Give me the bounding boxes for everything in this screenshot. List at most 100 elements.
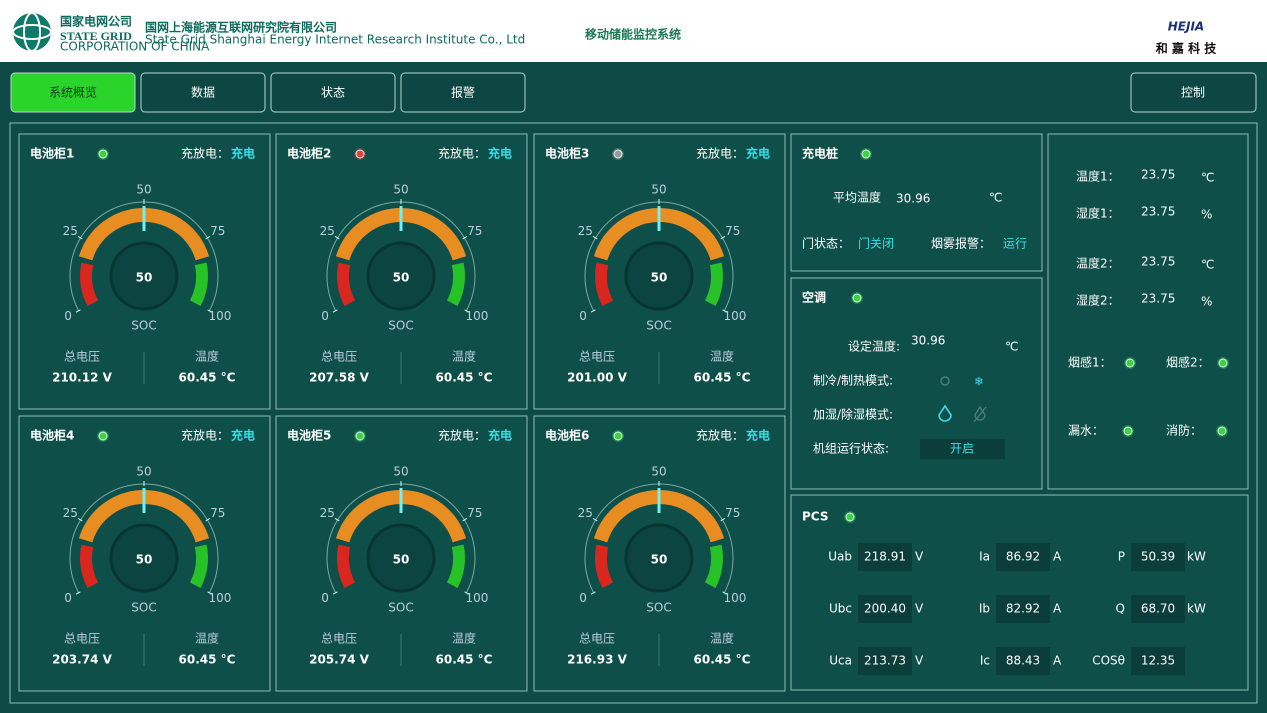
alarm-label: 消防： — [1166, 423, 1202, 438]
pcs-box — [996, 647, 1050, 675]
pcs-unit: kW — [1187, 602, 1206, 616]
cool-icon: ❄ — [974, 375, 984, 389]
gauge-tick — [722, 591, 728, 595]
alarm-label: 烟感1： — [1068, 355, 1112, 370]
institute-cn: 国网上海能源互联网研究院有限公司 — [145, 20, 337, 35]
reading-unit: ℃ — [1201, 258, 1214, 272]
control-button[interactable] — [1130, 72, 1257, 113]
pcs-label: Ib — [979, 602, 990, 616]
mode-value: 充电 — [231, 428, 255, 443]
mode-label: 充放电： — [181, 146, 229, 161]
reading-value: 23.75 — [1141, 205, 1175, 219]
nav-tab[interactable] — [140, 72, 266, 113]
nav-tab[interactable] — [270, 72, 396, 113]
gauge-tick-label: 0 — [579, 309, 587, 323]
gauge-green — [446, 544, 465, 589]
gauge-green — [189, 262, 208, 307]
mode-label: 充放电： — [696, 146, 744, 161]
pcs-unit: V — [915, 602, 924, 616]
cabinet-name: 电池柜2 — [287, 146, 331, 161]
gauge-tick-label: 100 — [465, 591, 488, 605]
soc-value: 50 — [651, 271, 668, 285]
gauge-tick — [207, 309, 213, 313]
gauge-tick-label: 100 — [465, 309, 488, 323]
nav-tab[interactable] — [400, 72, 526, 113]
gauge-tick-label: 50 — [651, 183, 666, 197]
status-dot — [613, 431, 623, 441]
soc-value: 50 — [136, 553, 153, 567]
cabinet-name: 电池柜6 — [545, 428, 589, 443]
gauge-tick-label: 50 — [393, 465, 408, 479]
gauge-tick-label: 50 — [393, 183, 408, 197]
main-frame — [9, 122, 1258, 704]
dehumid-icon — [973, 405, 987, 423]
temp-value: 60.45 °C — [436, 653, 493, 667]
gauge-core — [366, 241, 436, 311]
gauge-tick — [720, 235, 726, 240]
gauge-tick — [590, 309, 596, 313]
soc-label: SOC — [131, 601, 156, 615]
reading-label: 湿度2： — [1076, 293, 1120, 308]
nav-tab[interactable] — [10, 72, 136, 113]
temp-value: 60.45 °C — [694, 653, 751, 667]
gauge-tick — [592, 235, 598, 240]
gauge-tick — [207, 591, 213, 595]
gauge-green — [704, 262, 723, 307]
logo-cn: 国家电网公司 — [60, 14, 132, 29]
voltage-value: 201.00 V — [567, 371, 627, 385]
status-dot — [98, 149, 108, 159]
pcs-unit: A — [1053, 602, 1062, 616]
temp-label: 温度 — [195, 349, 219, 364]
control-label: 控制 — [1181, 86, 1205, 100]
mode-value: 充电 — [746, 428, 770, 443]
gauge-tick-label: 75 — [725, 506, 740, 520]
brand: HEJIA — [1168, 20, 1204, 34]
gauge-tick — [334, 235, 340, 240]
humid-icon — [938, 404, 952, 422]
gauge-tick-label: 0 — [321, 309, 329, 323]
run-box — [920, 439, 1005, 459]
pcs-value: 50.39 — [1141, 550, 1175, 564]
heat-icon — [940, 376, 950, 386]
gauge-tick — [590, 591, 596, 595]
gauge-tick-label: 25 — [63, 224, 78, 238]
mode-label: 充放电： — [181, 428, 229, 443]
pcs-box — [858, 543, 912, 571]
reading-unit: ℃ — [1201, 171, 1214, 185]
mode-label: 充放电： — [438, 428, 486, 443]
voltage-label: 总电压 — [64, 632, 100, 646]
reading-unit: % — [1201, 208, 1212, 222]
voltage-value: 205.74 V — [309, 653, 369, 667]
gauge-tick-label: 75 — [210, 224, 225, 238]
pcs-value: 82.92 — [1006, 602, 1040, 616]
pcs-value: 88.43 — [1006, 654, 1040, 668]
nav-tab-label: 数据 — [191, 85, 215, 100]
gauge-red — [337, 262, 356, 307]
gauge-tick-label: 100 — [208, 591, 231, 605]
run-value: 开启 — [950, 442, 974, 456]
gauge-red — [80, 262, 99, 307]
cabinet-name: 电池柜3 — [545, 146, 589, 161]
gauge-tick — [334, 517, 340, 522]
set-temp: 30.96 — [911, 334, 945, 348]
gauge-green — [704, 544, 723, 589]
status-dot — [613, 149, 623, 159]
soc-label: SOC — [646, 601, 671, 615]
pcs-box — [858, 595, 912, 623]
gauge-tick-label: 100 — [723, 309, 746, 323]
gauge-tick-label: 25 — [320, 224, 335, 238]
status-dot — [1218, 358, 1228, 368]
pcs-label: Ic — [980, 654, 990, 668]
nav-tab-label: 报警 — [451, 85, 475, 100]
pcs-label: P — [1118, 550, 1125, 564]
pcs-value: 12.35 — [1141, 654, 1175, 668]
pcs-name: PCS — [802, 510, 828, 524]
reading-label: 湿度1： — [1076, 206, 1120, 221]
status-dot — [355, 431, 365, 441]
status-dot — [98, 431, 108, 441]
voltage-value: 207.58 V — [309, 371, 369, 385]
pcs-unit: kW — [1187, 550, 1206, 564]
gauge-tick — [332, 591, 338, 595]
door-value: 门关闭 — [858, 236, 894, 251]
